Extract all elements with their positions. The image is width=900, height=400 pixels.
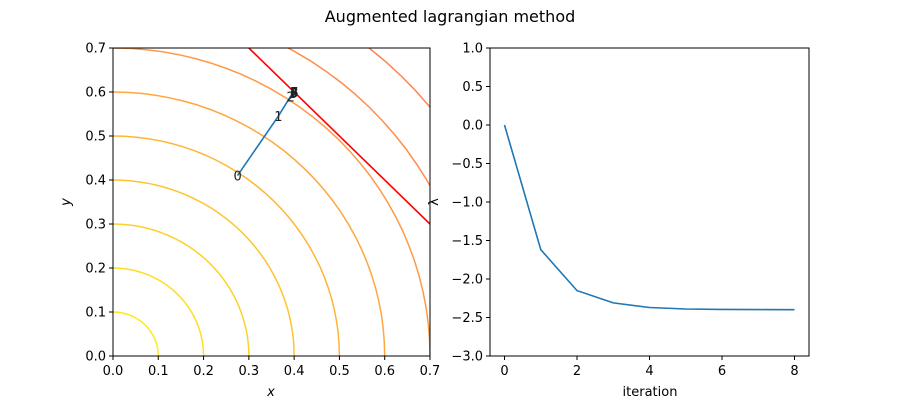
y-tick-label: −1.5 [451, 234, 483, 249]
y-tick-label: 1.0 [462, 42, 483, 57]
contour-level-5 [113, 91, 386, 356]
x-tick-label: 0.5 [329, 364, 350, 379]
right-y-axis-label: λ [427, 198, 442, 206]
contour-level-0 [113, 311, 160, 356]
contour-level-11 [113, 0, 656, 356]
x-tick-label: 8 [790, 364, 798, 379]
x-tick-label: 0.7 [420, 364, 441, 379]
y-tick-label: 0.5 [85, 130, 106, 145]
x-tick-label: 0.1 [148, 364, 169, 379]
x-tick-label: 0.3 [239, 364, 260, 379]
iterate-label-3: 3 [289, 87, 297, 102]
right-x-ticks: 0 2 4 6 8 [500, 356, 799, 379]
constraint-segment [248, 48, 430, 225]
y-tick-label: −1.0 [451, 196, 483, 211]
y-tick-label: 0.5 [462, 80, 483, 95]
x-tick-label: 0.0 [103, 364, 124, 379]
iterate-label-2: 2 [287, 90, 295, 105]
x-tick-label: 0.6 [374, 364, 395, 379]
lambda-line-0 [503, 124, 795, 311]
contour-level-2 [113, 223, 250, 356]
y-tick-label: −2.5 [451, 311, 483, 326]
contour-level-10 [113, 0, 611, 356]
iterate-label-4: 4 [290, 86, 298, 101]
iterate-line [236, 91, 295, 177]
contour-level-4 [113, 135, 341, 356]
y-tick-label: 0.6 [85, 86, 106, 101]
left-x-ticks: 0.0 0.1 0.2 0.3 0.4 0.5 0.6 0.7 [103, 356, 441, 379]
right-y-ticks: 1.0 0.5 0.0 −0.5 −1.0 −1.5 −2.0 −2.5 −3.0 [451, 42, 490, 365]
contour-level-8 [367, 48, 430, 109]
y-tick-label: −0.5 [451, 157, 483, 172]
y-tick-label: 0.4 [85, 174, 106, 189]
constraint-line [248, 48, 430, 225]
contour-level-7 [286, 48, 430, 188]
x-tick-label: 6 [718, 364, 726, 379]
x-tick-label: 0.4 [284, 364, 305, 379]
x-tick-label: 2 [573, 364, 581, 379]
contour-level-1 [113, 267, 205, 356]
contour-lines [113, 0, 656, 356]
iterate-label-1: 1 [274, 110, 282, 125]
y-tick-label: 0.2 [85, 262, 106, 277]
y-tick-label: −3.0 [451, 350, 483, 365]
iterate-label-0: 0 [234, 170, 242, 185]
contour-level-3 [113, 179, 295, 356]
x-tick-label: 0 [500, 364, 508, 379]
iterate-label-7: 7 [290, 86, 298, 101]
left-x-axis-label: x [266, 385, 275, 400]
iterate-label-8: 8 [290, 86, 298, 101]
left-y-ticks: 0.0 0.1 0.2 0.3 0.4 0.5 0.6 0.7 [85, 42, 113, 365]
x-tick-label: 0.2 [193, 364, 214, 379]
iterate-label-5: 5 [290, 86, 298, 101]
contour-level-6 [113, 48, 430, 356]
y-tick-label: 0.3 [85, 218, 106, 233]
left-y-axis-label: y [59, 198, 74, 207]
x-tick-label: 4 [645, 364, 653, 379]
right-x-axis-label: iteration [623, 385, 678, 400]
lambda-series [503, 124, 795, 311]
iterate-label-6: 6 [290, 86, 298, 101]
y-tick-label: 0.1 [85, 306, 106, 321]
y-tick-label: 0.0 [462, 119, 483, 134]
y-tick-label: 0.0 [85, 350, 106, 365]
left-axes-frame [112, 47, 431, 357]
y-tick-label: −2.0 [451, 273, 483, 288]
figure-title: Augmented lagrangian method [325, 7, 576, 26]
contour-level-9 [113, 0, 566, 356]
y-tick-label: 0.7 [85, 42, 106, 57]
